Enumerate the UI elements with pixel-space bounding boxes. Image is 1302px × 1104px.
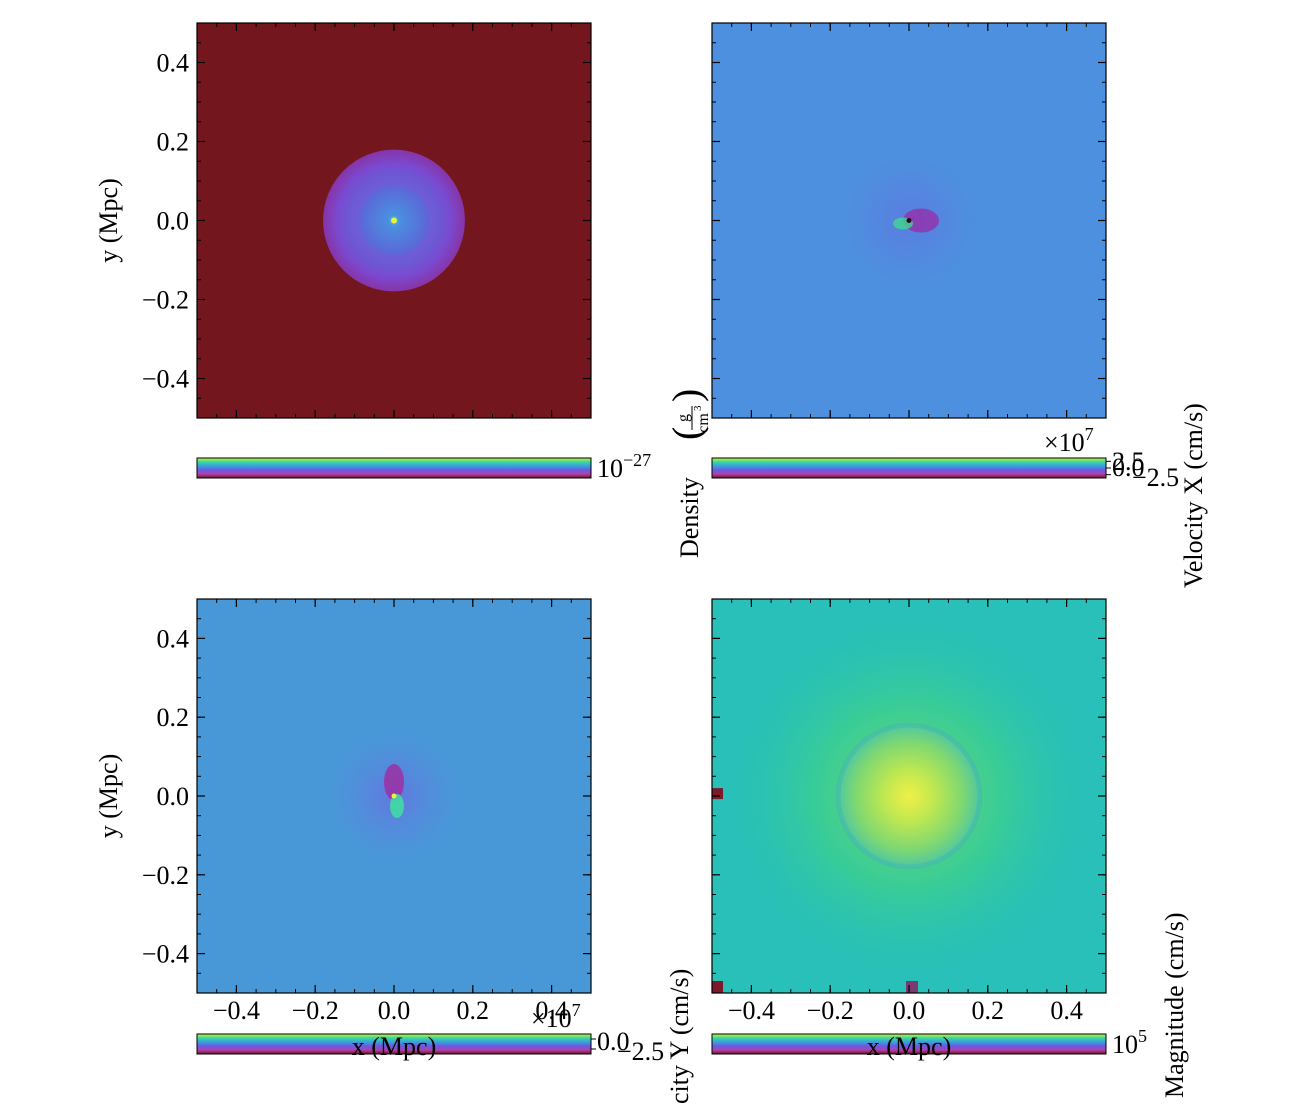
- y-tick-label: −0.4: [142, 940, 189, 969]
- colorbar: [711, 457, 1107, 479]
- colorbar-tick-label: 0.0: [597, 1027, 630, 1056]
- x-axis-label: x (Mpc): [352, 1032, 436, 1061]
- colorbar-offset-text: ×107: [1044, 424, 1094, 457]
- y-tick-label: 0.2: [157, 703, 190, 732]
- unit-denominator: cm: [695, 413, 712, 433]
- x-tick-label: 0.4: [535, 996, 568, 1025]
- unit-paren-open: (: [664, 427, 709, 440]
- colorbar-label: Density ( g cm 3): [664, 389, 712, 558]
- colorbar-label: Velocity X (cm/s): [1179, 403, 1208, 588]
- colorbar: [711, 1033, 1107, 1055]
- colorbar-tick-label: −2.5: [1132, 463, 1179, 492]
- colorbar: [196, 1033, 592, 1055]
- y-tick-label: −0.4: [142, 365, 189, 394]
- y-axis-label: y (Mpc): [94, 178, 123, 262]
- colorbar-label-text: Density: [675, 477, 704, 558]
- colorbar-label: Magnitude (cm/s): [1160, 912, 1189, 1098]
- colorbar-tick-label: −2.5: [617, 1037, 664, 1066]
- colorbar-tick-label: 0.0: [1112, 453, 1145, 482]
- y-tick-label: −0.2: [142, 861, 189, 890]
- y-tick-label: 0.2: [157, 128, 190, 157]
- y-tick-label: −0.2: [142, 286, 189, 315]
- panel-velocity_y: [196, 598, 596, 1055]
- panel-velocity_x: [711, 22, 1111, 479]
- dipole-positive: [903, 208, 939, 233]
- x-tick-label: −0.4: [728, 996, 775, 1025]
- halo-texture: [349, 176, 439, 265]
- y-tick-label: 0.0: [157, 782, 190, 811]
- x-tick-label: 0.0: [893, 996, 926, 1025]
- unit-paren-close: ): [664, 389, 709, 402]
- colorbar-tick-label: 105: [1112, 1026, 1147, 1059]
- edge-artifact-corner: [712, 981, 723, 993]
- image-velocity_magnitude: [712, 599, 1106, 993]
- colorbar-tick-label: 10−27: [597, 450, 651, 483]
- x-tick-label: −0.2: [292, 996, 339, 1025]
- edge-artifact-bottom: [906, 981, 918, 993]
- y-axis-label: y (Mpc): [94, 754, 123, 838]
- colorbar: [196, 457, 592, 479]
- y-tick-label: 0.0: [157, 207, 190, 236]
- center-peak: [391, 217, 397, 224]
- y-tick-label: 0.4: [157, 49, 190, 78]
- x-tick-label: −0.4: [213, 996, 260, 1025]
- colorbar-label: city Y (cm/s): [665, 969, 694, 1104]
- image-velocity_y: [197, 599, 591, 993]
- dipole-negative: [390, 794, 404, 818]
- image-density: [197, 23, 591, 418]
- center-peak: [391, 793, 397, 799]
- x-tick-label: −0.2: [807, 996, 854, 1025]
- x-tick-label: 0.4: [1050, 996, 1083, 1025]
- image-velocity_x: [712, 23, 1106, 418]
- core-blob: [838, 725, 980, 867]
- core-edge: [835, 722, 983, 870]
- center-peak: [906, 218, 912, 223]
- panel-velocity_magnitude: [711, 598, 1107, 1055]
- x-tick-label: 0.0: [378, 996, 411, 1025]
- panel-density: [196, 22, 592, 479]
- x-tick-label: 0.2: [972, 996, 1005, 1025]
- dipole-positive: [384, 764, 404, 800]
- unit-numerator: g: [675, 414, 692, 422]
- colorbar-tick-label: 2.5: [1112, 447, 1145, 476]
- unit-exponent: 3: [692, 405, 704, 411]
- edge-artifact-left: [712, 788, 723, 800]
- colorbar-offset-text: ×107: [531, 1000, 581, 1033]
- y-tick-label: 0.4: [157, 624, 190, 653]
- x-axis-label: x (Mpc): [867, 1032, 951, 1061]
- x-tick-label: 0.2: [457, 996, 490, 1025]
